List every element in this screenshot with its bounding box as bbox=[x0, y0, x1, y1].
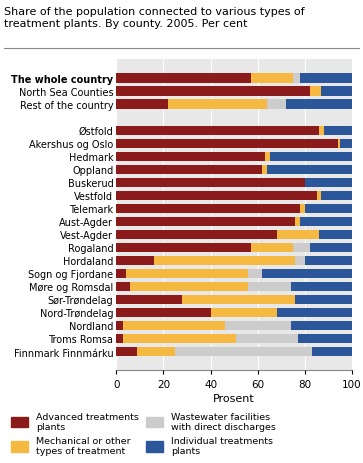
Bar bbox=[319, 230, 352, 239]
Bar bbox=[116, 217, 295, 226]
Bar bbox=[248, 282, 291, 291]
Bar bbox=[237, 334, 298, 343]
Bar bbox=[116, 126, 319, 135]
Bar bbox=[300, 217, 352, 226]
Bar bbox=[262, 165, 267, 175]
Bar bbox=[298, 334, 352, 343]
Bar bbox=[265, 152, 269, 162]
Bar bbox=[116, 243, 250, 252]
Bar bbox=[270, 152, 352, 162]
Bar bbox=[286, 100, 352, 109]
Bar bbox=[154, 256, 295, 265]
Bar bbox=[277, 230, 319, 239]
Bar bbox=[250, 74, 293, 83]
Bar bbox=[116, 347, 137, 357]
Bar bbox=[116, 165, 262, 175]
Bar bbox=[295, 256, 305, 265]
Bar bbox=[295, 295, 352, 304]
Bar bbox=[225, 321, 291, 330]
Bar bbox=[340, 139, 352, 148]
Bar bbox=[300, 74, 352, 83]
Bar bbox=[310, 88, 322, 96]
Bar bbox=[168, 100, 267, 109]
Bar bbox=[322, 88, 352, 96]
Bar bbox=[250, 243, 293, 252]
Bar bbox=[262, 269, 352, 278]
Bar bbox=[322, 191, 352, 200]
Bar bbox=[116, 230, 277, 239]
Bar bbox=[116, 191, 317, 200]
Bar bbox=[116, 204, 300, 213]
Bar bbox=[175, 347, 312, 357]
Bar bbox=[305, 204, 352, 213]
Bar bbox=[123, 334, 237, 343]
Bar bbox=[211, 308, 277, 317]
Bar bbox=[116, 256, 154, 265]
Legend: Advanced treatments
plants, Mechanical or other
types of treatment, Wastewater f: Advanced treatments plants, Mechanical o… bbox=[8, 409, 278, 458]
Bar bbox=[319, 126, 324, 135]
Bar bbox=[126, 269, 248, 278]
Bar bbox=[305, 256, 352, 265]
Bar bbox=[248, 269, 262, 278]
Bar bbox=[123, 321, 225, 330]
Bar bbox=[116, 334, 123, 343]
Bar bbox=[116, 152, 265, 162]
Bar bbox=[291, 321, 352, 330]
Bar bbox=[182, 295, 295, 304]
Bar bbox=[116, 295, 182, 304]
Bar bbox=[116, 321, 123, 330]
Bar bbox=[300, 204, 305, 213]
Bar bbox=[116, 178, 305, 188]
Bar bbox=[293, 74, 300, 83]
X-axis label: Prosent: Prosent bbox=[213, 394, 255, 404]
Bar bbox=[293, 243, 310, 252]
Bar bbox=[116, 308, 211, 317]
Bar bbox=[267, 165, 352, 175]
Bar bbox=[116, 74, 250, 83]
Bar bbox=[116, 100, 168, 109]
Bar bbox=[295, 217, 300, 226]
Bar bbox=[324, 126, 352, 135]
Bar bbox=[116, 282, 130, 291]
Bar bbox=[305, 178, 352, 188]
Bar bbox=[267, 100, 286, 109]
Bar bbox=[277, 308, 352, 317]
Bar bbox=[291, 282, 352, 291]
Bar bbox=[310, 243, 352, 252]
Text: Share of the population connected to various types of
treatment plants. By count: Share of the population connected to var… bbox=[4, 7, 304, 29]
Bar bbox=[338, 139, 340, 148]
Bar bbox=[312, 347, 352, 357]
Bar bbox=[130, 282, 248, 291]
Bar bbox=[116, 88, 310, 96]
Bar bbox=[317, 191, 322, 200]
Bar bbox=[137, 347, 175, 357]
Bar bbox=[116, 269, 126, 278]
Bar bbox=[116, 139, 338, 148]
